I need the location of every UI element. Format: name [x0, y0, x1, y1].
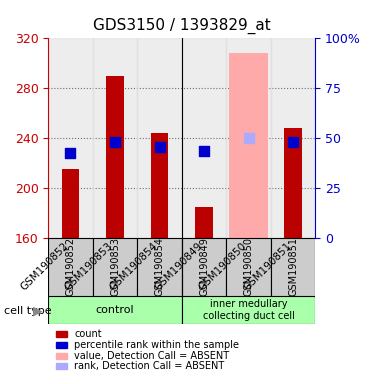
FancyBboxPatch shape [48, 296, 182, 324]
Text: GSM190853: GSM190853 [110, 237, 120, 296]
Bar [182, 38, 226, 238]
Text: value, Detection Call = ABSENT: value, Detection Call = ABSENT [74, 351, 229, 361]
Bar [151, 133, 168, 238]
Text: percentile rank within the sample: percentile rank within the sample [74, 340, 239, 350]
Bar [226, 38, 271, 238]
Bar [229, 53, 268, 238]
Bar [137, 38, 182, 238]
Text: rank, Detection Call = ABSENT: rank, Detection Call = ABSENT [74, 361, 224, 371]
FancyBboxPatch shape [271, 238, 315, 296]
FancyBboxPatch shape [226, 238, 271, 296]
Bar [271, 38, 315, 238]
Text: ▶: ▶ [33, 305, 43, 318]
FancyBboxPatch shape [48, 238, 93, 296]
Bar [62, 169, 79, 238]
Text: GSM190850: GSM190850 [244, 237, 253, 296]
Bar [284, 128, 302, 238]
Text: control: control [96, 305, 134, 315]
Point [68, 150, 73, 156]
Title: GDS3150 / 1393829_at: GDS3150 / 1393829_at [93, 18, 271, 34]
Text: GSM190854: GSM190854 [108, 241, 160, 293]
Text: GSM190853: GSM190853 [63, 241, 115, 293]
Point [290, 139, 296, 145]
Text: GSM190852: GSM190852 [66, 237, 75, 296]
Bar [106, 76, 124, 238]
Bar [48, 38, 93, 238]
Text: GSM190850: GSM190850 [197, 241, 249, 293]
Text: GSM190854: GSM190854 [155, 237, 164, 296]
Point [157, 144, 162, 150]
FancyBboxPatch shape [93, 238, 137, 296]
Text: inner medullary
collecting duct cell: inner medullary collecting duct cell [203, 299, 295, 321]
Text: cell type: cell type [4, 306, 51, 316]
Text: GSM190851: GSM190851 [288, 237, 298, 296]
FancyBboxPatch shape [137, 238, 182, 296]
FancyBboxPatch shape [182, 296, 315, 324]
Bar [195, 207, 213, 238]
Point [246, 135, 252, 141]
Text: GSM190852: GSM190852 [19, 241, 70, 293]
Bar [93, 38, 137, 238]
Text: count: count [74, 329, 102, 339]
Point [201, 147, 207, 154]
FancyBboxPatch shape [182, 238, 226, 296]
Text: GSM190849: GSM190849 [199, 237, 209, 296]
Point [112, 139, 118, 145]
Text: GSM190849: GSM190849 [152, 241, 204, 293]
Text: GSM190851: GSM190851 [241, 241, 293, 293]
